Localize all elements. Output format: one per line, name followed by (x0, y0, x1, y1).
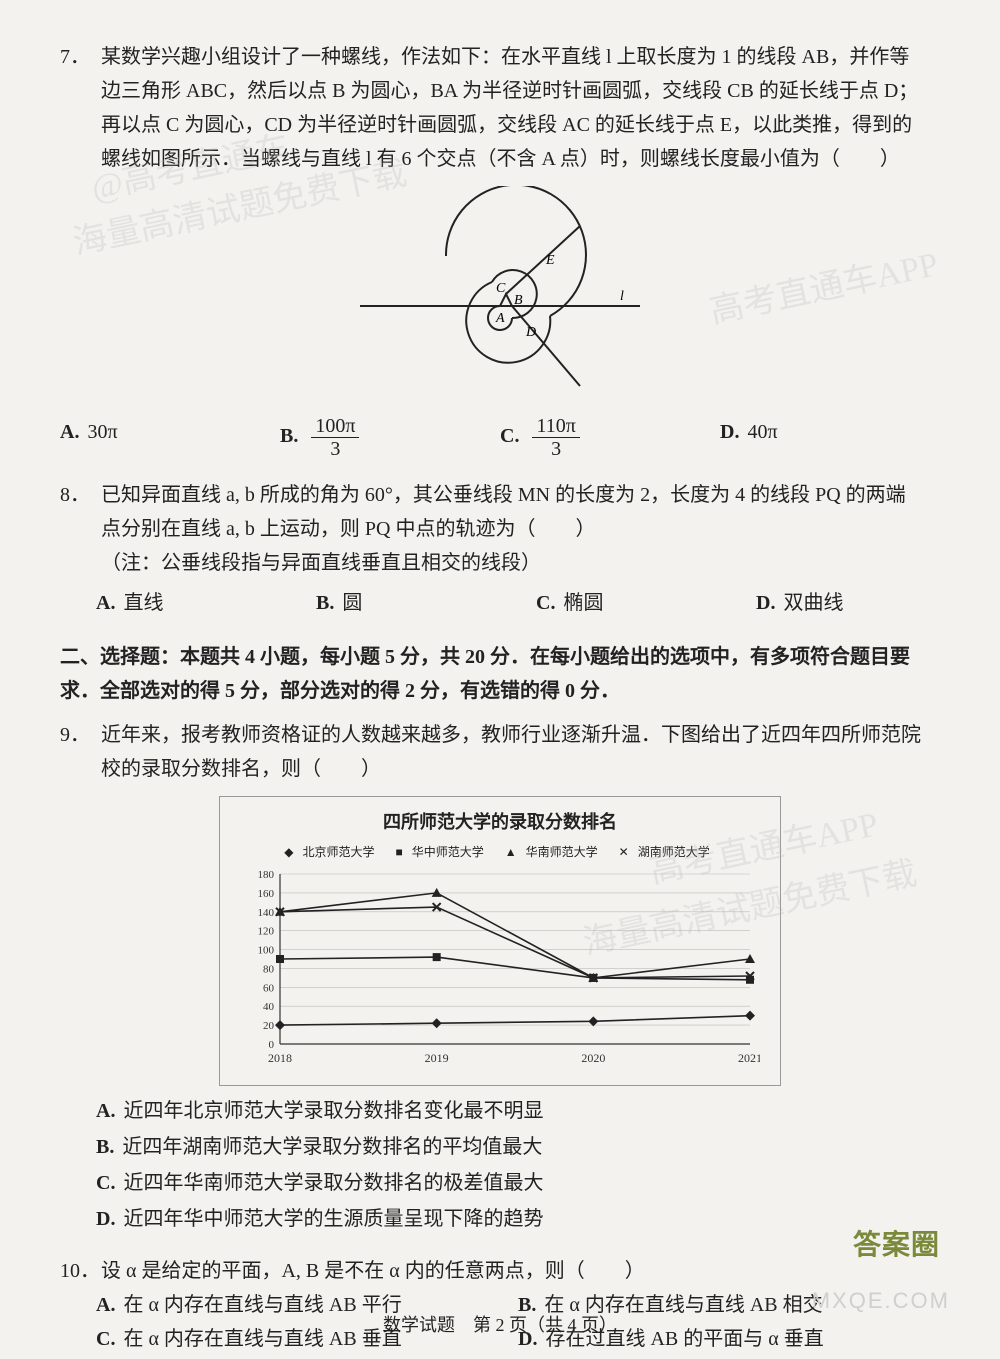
svg-text:0: 0 (269, 1039, 275, 1051)
chart-legend: ◆ 北京师范大学 ■ 华中师范大学 ▲ 华南师范大学 ✕ 湖南师范大学 (240, 842, 760, 862)
question-text-main: 已知异面直线 a, b 所成的角为 60°，其公垂线段 MN 的长度为 2，长度… (101, 484, 906, 540)
section-2-title: 二、选择题：本题共 4 小题，每小题 5 分，共 20 分．在每小题给出的选项中… (60, 640, 940, 708)
chart-title: 四所师范大学的录取分数排名 (240, 807, 760, 838)
option-A-text: 近四年北京师范大学录取分数排名变化最不明显 (123, 1100, 543, 1122)
legend-item: ◆ 北京师范大学 (284, 845, 380, 859)
q7-spiral-figure: A B C D E l (60, 186, 940, 407)
svg-text:20: 20 (263, 1020, 275, 1032)
option-B-text: 近四年湖南师范大学录取分数排名的平均值最大 (122, 1136, 542, 1158)
question-number: 10． (60, 1254, 96, 1288)
svg-text:2021: 2021 (738, 1051, 760, 1065)
option-A-text: 30π (87, 421, 117, 443)
label-l: l (620, 289, 624, 304)
label-D: D (525, 325, 536, 340)
option-A: A.30π (60, 415, 280, 460)
fraction-denominator: 3 (311, 438, 359, 460)
option-C: C.椭圆 (536, 586, 756, 620)
svg-text:2018: 2018 (268, 1051, 292, 1065)
option-A-text: 直线 (123, 592, 163, 614)
chart-container: 四所师范大学的录取分数排名 ◆ 北京师范大学 ■ 华中师范大学 ▲ 华南师范大学… (219, 796, 781, 1086)
option-C-fraction: 110π 3 (532, 415, 579, 460)
option-C: C. 110π 3 (500, 415, 720, 460)
watermark-url: MXQE.COM (812, 1282, 950, 1319)
question-8: 8． 已知异面直线 a, b 所成的角为 60°，其公垂线段 MN 的长度为 2… (60, 478, 940, 620)
svg-text:140: 140 (258, 907, 275, 919)
chart-svg: 0 20 40 60 80 100 120 140 160 180 2018 2019 2020 2021 (240, 868, 760, 1068)
option-D: D.40π (720, 415, 940, 460)
option-D: D.近四年华中师范大学的生源质量呈现下降的趋势 (96, 1202, 940, 1236)
question-note: （注：公垂线段指与异面直线垂直且相交的线段） (101, 552, 541, 574)
question-7: 7． 某数学兴趣小组设计了一种螺线，作法如下：在水平直线 l 上取长度为 1 的… (60, 40, 940, 460)
svg-text:160: 160 (258, 888, 275, 900)
option-D-text: 40π (747, 421, 777, 443)
watermark-brand: 答案圈 (853, 1221, 940, 1269)
question-text: 设 α 是给定的平面，A, B 是不在 α 内的任意两点，则（ ） (101, 1254, 921, 1288)
svg-text:80: 80 (263, 963, 275, 975)
question-text: 某数学兴趣小组设计了一种螺线，作法如下：在水平直线 l 上取长度为 1 的线段 … (101, 40, 921, 176)
label-E: E (545, 253, 555, 268)
legend-item: ▲ 华南师范大学 (505, 845, 604, 859)
svg-text:40: 40 (263, 1001, 275, 1013)
svg-text:180: 180 (258, 869, 275, 881)
option-D: D.双曲线 (756, 586, 976, 620)
label-B: B (514, 293, 523, 308)
q7-options: A.30π B. 100π 3 C. 110π 3 D.40π (60, 415, 940, 460)
option-B-fraction: 100π 3 (311, 415, 359, 460)
svg-text:120: 120 (258, 926, 275, 938)
option-A: A.近四年北京师范大学录取分数排名变化最不明显 (96, 1094, 940, 1128)
question-number: 7． (60, 40, 96, 74)
option-B-text: 圆 (342, 592, 362, 614)
label-A: A (495, 311, 505, 326)
q8-options: A.直线 B.圆 C.椭圆 D.双曲线 (96, 586, 976, 620)
option-A: A.直线 (96, 586, 316, 620)
question-text: 近年来，报考教师资格证的人数越来越多，教师行业逐渐升温．下图给出了近四年四所师范… (101, 718, 921, 786)
fraction-denominator: 3 (532, 438, 579, 460)
option-B: B. 100π 3 (280, 415, 500, 460)
option-C: C.近四年华南师范大学录取分数排名的极差值最大 (96, 1166, 940, 1200)
q9-options: A.近四年北京师范大学录取分数排名变化最不明显 B.近四年湖南师范大学录取分数排… (96, 1094, 940, 1236)
legend-item: ■ 华中师范大学 (396, 845, 490, 859)
svg-text:60: 60 (263, 982, 275, 994)
option-C-text: 近四年华南师范大学录取分数排名的极差值最大 (123, 1172, 543, 1194)
label-C: C (496, 281, 506, 296)
svg-text:2019: 2019 (425, 1051, 449, 1065)
option-D-text: 近四年华中师范大学的生源质量呈现下降的趋势 (123, 1208, 543, 1230)
question-9: 9． 近年来，报考教师资格证的人数越来越多，教师行业逐渐升温．下图给出了近四年四… (60, 718, 940, 1236)
svg-text:100: 100 (258, 945, 275, 957)
legend-item: ✕ 湖南师范大学 (619, 845, 716, 859)
option-D-text: 双曲线 (783, 592, 843, 614)
option-C-text: 椭圆 (563, 592, 603, 614)
question-number: 9． (60, 718, 96, 752)
option-B: B.近四年湖南师范大学录取分数排名的平均值最大 (96, 1130, 940, 1164)
fraction-numerator: 110π (532, 415, 579, 438)
question-number: 8． (60, 478, 96, 512)
option-B: B.圆 (316, 586, 536, 620)
question-text: 已知异面直线 a, b 所成的角为 60°，其公垂线段 MN 的长度为 2，长度… (101, 478, 921, 580)
svg-text:2020: 2020 (581, 1051, 605, 1065)
q9-chart-figure: 四所师范大学的录取分数排名 ◆ 北京师范大学 ■ 华中师范大学 ▲ 华南师范大学… (60, 796, 940, 1086)
fraction-numerator: 100π (311, 415, 359, 438)
